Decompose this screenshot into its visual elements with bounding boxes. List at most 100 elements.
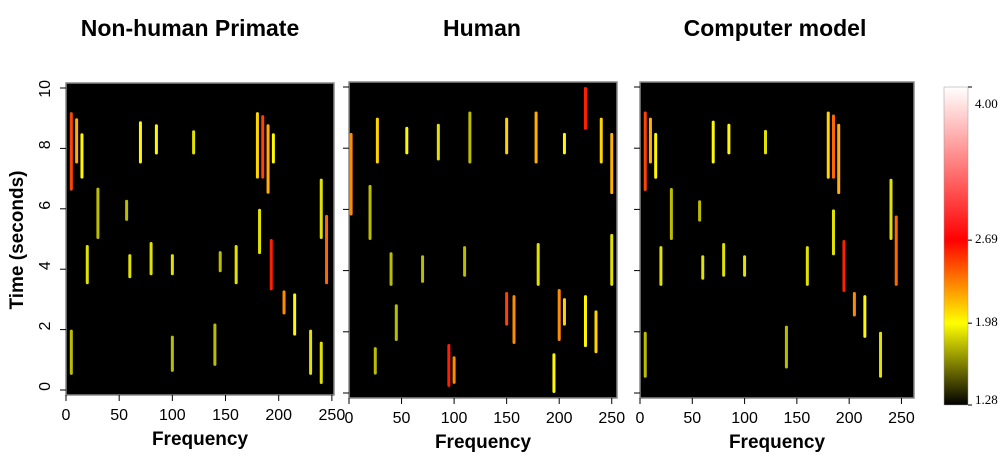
streak (421, 255, 425, 283)
y-tick-label: 4 (37, 261, 54, 270)
streak (889, 178, 893, 240)
streak (784, 325, 788, 369)
x-tick-label: 200 (546, 410, 573, 427)
streak (711, 120, 715, 164)
streak (261, 115, 265, 179)
streak (610, 233, 614, 286)
streak (505, 117, 509, 155)
streak (319, 178, 323, 239)
streak (80, 133, 84, 179)
colorbar-label: 1.28 (975, 392, 998, 407)
streak (213, 323, 217, 366)
streak (218, 251, 222, 273)
streak (701, 255, 705, 280)
streak (373, 347, 377, 375)
streak (192, 130, 196, 155)
colorbar-label: 4.00 (975, 96, 998, 111)
streak (842, 240, 846, 293)
streak (648, 117, 652, 164)
streak (69, 112, 73, 191)
y-tick-label: 0 (37, 382, 54, 391)
streak (234, 245, 238, 285)
plot-background (639, 81, 915, 399)
streak (512, 295, 516, 345)
plot-background (65, 82, 335, 396)
streak (75, 118, 79, 164)
streak (468, 111, 472, 164)
streak (599, 117, 603, 164)
streak (643, 331, 647, 378)
streak (534, 111, 538, 164)
streak (654, 132, 658, 179)
streak (669, 187, 673, 240)
streak (266, 124, 270, 194)
streak (583, 295, 587, 348)
x-tick-label: 0 (345, 410, 354, 427)
streak (368, 184, 372, 240)
streak (831, 114, 835, 179)
streak (138, 121, 142, 164)
streak (170, 335, 174, 372)
x-tick-label: 0 (636, 410, 645, 427)
streak (154, 124, 158, 155)
x-tick-label: 0 (62, 407, 71, 424)
x-tick-label: 250 (319, 407, 346, 424)
x-tick-label: 50 (393, 410, 411, 427)
y-tick-label: 8 (37, 140, 54, 149)
streak (852, 292, 856, 317)
streak (85, 245, 89, 285)
x-tick-label: 250 (888, 410, 915, 427)
y-axis-label: Time (seconds) (7, 170, 28, 309)
streak (271, 133, 275, 164)
streak (837, 123, 841, 195)
streak (552, 353, 556, 393)
streak (149, 242, 153, 276)
streak (325, 214, 329, 285)
panel-title: Non-human Primate (81, 15, 300, 41)
streak (583, 87, 587, 130)
streak (727, 123, 731, 155)
streak (763, 129, 767, 155)
panel-title: Human (443, 15, 521, 41)
streak (128, 254, 132, 279)
streak (447, 344, 451, 387)
streak (125, 199, 129, 221)
streak (894, 215, 898, 286)
streak (319, 341, 323, 384)
streak (831, 209, 835, 256)
streak (805, 246, 809, 286)
x-tick-label: 50 (683, 410, 701, 427)
streak (375, 117, 379, 164)
streak (282, 290, 286, 315)
streak (594, 310, 598, 354)
streak (536, 243, 540, 286)
x-tick-label: 150 (493, 410, 520, 427)
streak (505, 292, 509, 326)
colorbar (943, 86, 969, 406)
streak (436, 123, 440, 161)
streak (309, 329, 313, 375)
streak (394, 304, 398, 341)
streak (562, 298, 566, 326)
streak (255, 112, 259, 179)
x-tick-label: 200 (836, 410, 863, 427)
streak (698, 200, 702, 222)
streak (269, 239, 273, 291)
panel-title: Computer model (684, 15, 867, 41)
x-tick-label: 100 (159, 407, 186, 424)
colorbar-label: 2.69 (975, 231, 998, 246)
streak (562, 132, 566, 155)
streak (452, 356, 456, 384)
x-axis-label: Frequency (729, 432, 826, 453)
x-axis-label: Frequency (435, 432, 532, 453)
colorbar-label: 1.98 (975, 314, 998, 329)
streak (349, 132, 353, 216)
plot-background (348, 81, 618, 399)
x-tick-label: 250 (598, 410, 625, 427)
streak (863, 295, 867, 338)
streak (405, 126, 409, 155)
y-tick-label: 2 (37, 322, 54, 331)
streak (69, 329, 73, 375)
x-tick-label: 150 (212, 407, 239, 424)
